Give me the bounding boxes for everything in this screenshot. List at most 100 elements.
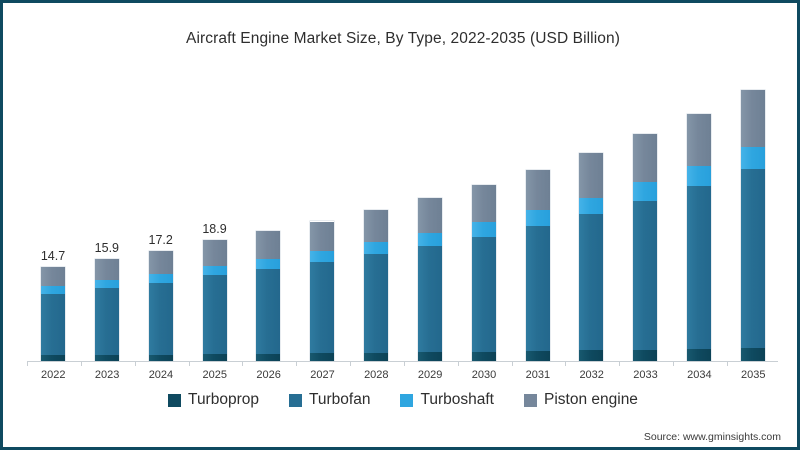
x-axis-tick <box>188 361 227 366</box>
x-axis-label: 2034 <box>687 369 712 381</box>
stacked-bar[interactable] <box>310 221 335 361</box>
bar-segment-piston-engine[interactable] <box>633 134 658 183</box>
bar-segment-piston-engine[interactable] <box>310 221 335 252</box>
bar-segment-turboprop[interactable] <box>633 349 658 361</box>
bar-segment-turbofan[interactable] <box>41 293 65 356</box>
bar-segment-piston-engine[interactable] <box>256 231 281 259</box>
stacked-bar[interactable] <box>525 169 550 361</box>
bar-segment-piston-engine[interactable] <box>525 169 550 211</box>
bar-segment-turbofan[interactable] <box>310 262 335 354</box>
bar-segment-turboshaft[interactable] <box>364 241 389 255</box>
bar-segment-turboshaft[interactable] <box>740 147 765 170</box>
legend-item-turbofan[interactable]: Turbofan <box>289 391 370 409</box>
bar-group[interactable] <box>740 73 765 361</box>
bar-group[interactable] <box>310 73 335 361</box>
bar-segment-turboprop[interactable] <box>148 354 173 361</box>
bar-segment-turboshaft[interactable] <box>94 280 119 289</box>
bar-segment-turboshaft[interactable] <box>148 273 173 283</box>
bar-group[interactable]: 18.9 <box>202 73 227 361</box>
stacked-bar[interactable] <box>364 209 389 361</box>
bar-segment-turbofan[interactable] <box>579 214 604 351</box>
bar-segment-turboshaft[interactable] <box>310 251 335 263</box>
bar-segment-turboprop[interactable] <box>579 350 604 361</box>
bar-group[interactable]: 15.9 <box>95 73 119 361</box>
stacked-bar[interactable] <box>633 134 658 361</box>
x-axis-tick <box>619 361 657 366</box>
tick-mark <box>188 361 190 366</box>
stacked-bar[interactable] <box>687 113 712 361</box>
x-axis-label: 2027 <box>310 369 335 381</box>
bar-segment-turboprop[interactable] <box>202 353 227 361</box>
stacked-bar[interactable] <box>579 153 604 361</box>
bar-segment-turbofan[interactable] <box>202 275 227 354</box>
stacked-bar[interactable] <box>740 89 765 361</box>
bar-group[interactable] <box>471 73 496 361</box>
bar-segment-piston-engine[interactable] <box>687 113 712 167</box>
bar-segment-piston-engine[interactable] <box>740 89 765 148</box>
stacked-bar[interactable] <box>471 185 496 361</box>
bar-segment-turbofan[interactable] <box>471 236 496 352</box>
bar-group[interactable] <box>687 73 712 361</box>
legend-item-turboshaft[interactable]: Turboshaft <box>400 391 494 409</box>
legend-item-piston-engine[interactable]: Piston engine <box>524 391 638 409</box>
bar-segment-turboprop[interactable] <box>94 354 119 361</box>
bar-segment-turbofan[interactable] <box>417 246 442 353</box>
bar-segment-piston-engine[interactable] <box>471 185 496 223</box>
bar-segment-piston-engine[interactable] <box>148 250 173 274</box>
bar-segment-turboshaft[interactable] <box>687 166 712 186</box>
bar-segment-turboshaft[interactable] <box>417 233 442 247</box>
stacked-bar[interactable] <box>94 259 119 361</box>
bar-group[interactable] <box>256 73 281 361</box>
bar-segment-turboprop[interactable] <box>417 352 442 361</box>
bar-segment-turboprop[interactable] <box>471 351 496 361</box>
legend-label: Piston engine <box>544 391 638 408</box>
bar-segment-turboshaft[interactable] <box>525 210 550 226</box>
bar-segment-piston-engine[interactable] <box>202 240 227 266</box>
bar-segment-turbofan[interactable] <box>633 200 658 350</box>
stacked-bar[interactable] <box>256 231 281 361</box>
tick-mark <box>565 361 567 366</box>
legend-item-turboprop[interactable]: Turboprop <box>168 391 259 409</box>
bar-segment-piston-engine[interactable] <box>94 259 119 281</box>
bar-segment-turboshaft[interactable] <box>256 258 281 270</box>
bar-segment-turboprop[interactable] <box>740 348 765 361</box>
bar-segment-turboshaft[interactable] <box>41 286 65 294</box>
bar-segment-piston-engine[interactable] <box>579 153 604 198</box>
bar-segment-turbofan[interactable] <box>148 282 173 355</box>
bar-segment-turbofan[interactable] <box>740 169 765 349</box>
bar-group[interactable] <box>633 73 658 361</box>
bar-segment-turboprop[interactable] <box>256 353 281 361</box>
bar-group[interactable] <box>417 73 442 361</box>
bar-segment-turboshaft[interactable] <box>633 182 658 201</box>
bar-segment-turbofan[interactable] <box>364 254 389 353</box>
bar-group[interactable] <box>525 73 550 361</box>
stacked-bar[interactable] <box>202 240 227 361</box>
bar-segment-turbofan[interactable] <box>687 185 712 350</box>
bar-group[interactable]: 17.2 <box>149 73 173 361</box>
bar-group[interactable]: 14.7 <box>41 73 65 361</box>
bar-segment-turboprop[interactable] <box>310 353 335 361</box>
bar-group[interactable] <box>579 73 604 361</box>
x-axis-tick <box>457 361 496 366</box>
bar-segment-piston-engine[interactable] <box>41 266 65 287</box>
bar-segment-turboshaft[interactable] <box>471 222 496 237</box>
bar-segment-piston-engine[interactable] <box>417 198 442 234</box>
x-axis-tick <box>242 361 280 366</box>
bar-segment-turbofan[interactable] <box>94 288 119 355</box>
bar-segment-turboprop[interactable] <box>687 349 712 361</box>
bars-layer: 14.7 15.9 17.2 18.9 <box>33 73 773 361</box>
bar-segment-turboshaft[interactable] <box>579 197 604 215</box>
bar-segment-turbofan[interactable] <box>525 225 550 352</box>
stacked-bar[interactable] <box>148 250 173 361</box>
x-axis-label: 2030 <box>471 369 497 381</box>
bar-segment-turbofan[interactable] <box>256 269 281 354</box>
stacked-bar[interactable] <box>41 266 65 361</box>
bar-segment-turboshaft[interactable] <box>202 265 227 276</box>
bar-group[interactable] <box>364 73 389 361</box>
bar-segment-turboprop[interactable] <box>525 351 550 361</box>
bar-segment-turboprop[interactable] <box>41 355 65 361</box>
stacked-bar[interactable] <box>417 198 442 361</box>
x-axis-label: 2029 <box>417 369 443 381</box>
bar-segment-turboprop[interactable] <box>364 352 389 361</box>
bar-segment-piston-engine[interactable] <box>364 209 389 242</box>
